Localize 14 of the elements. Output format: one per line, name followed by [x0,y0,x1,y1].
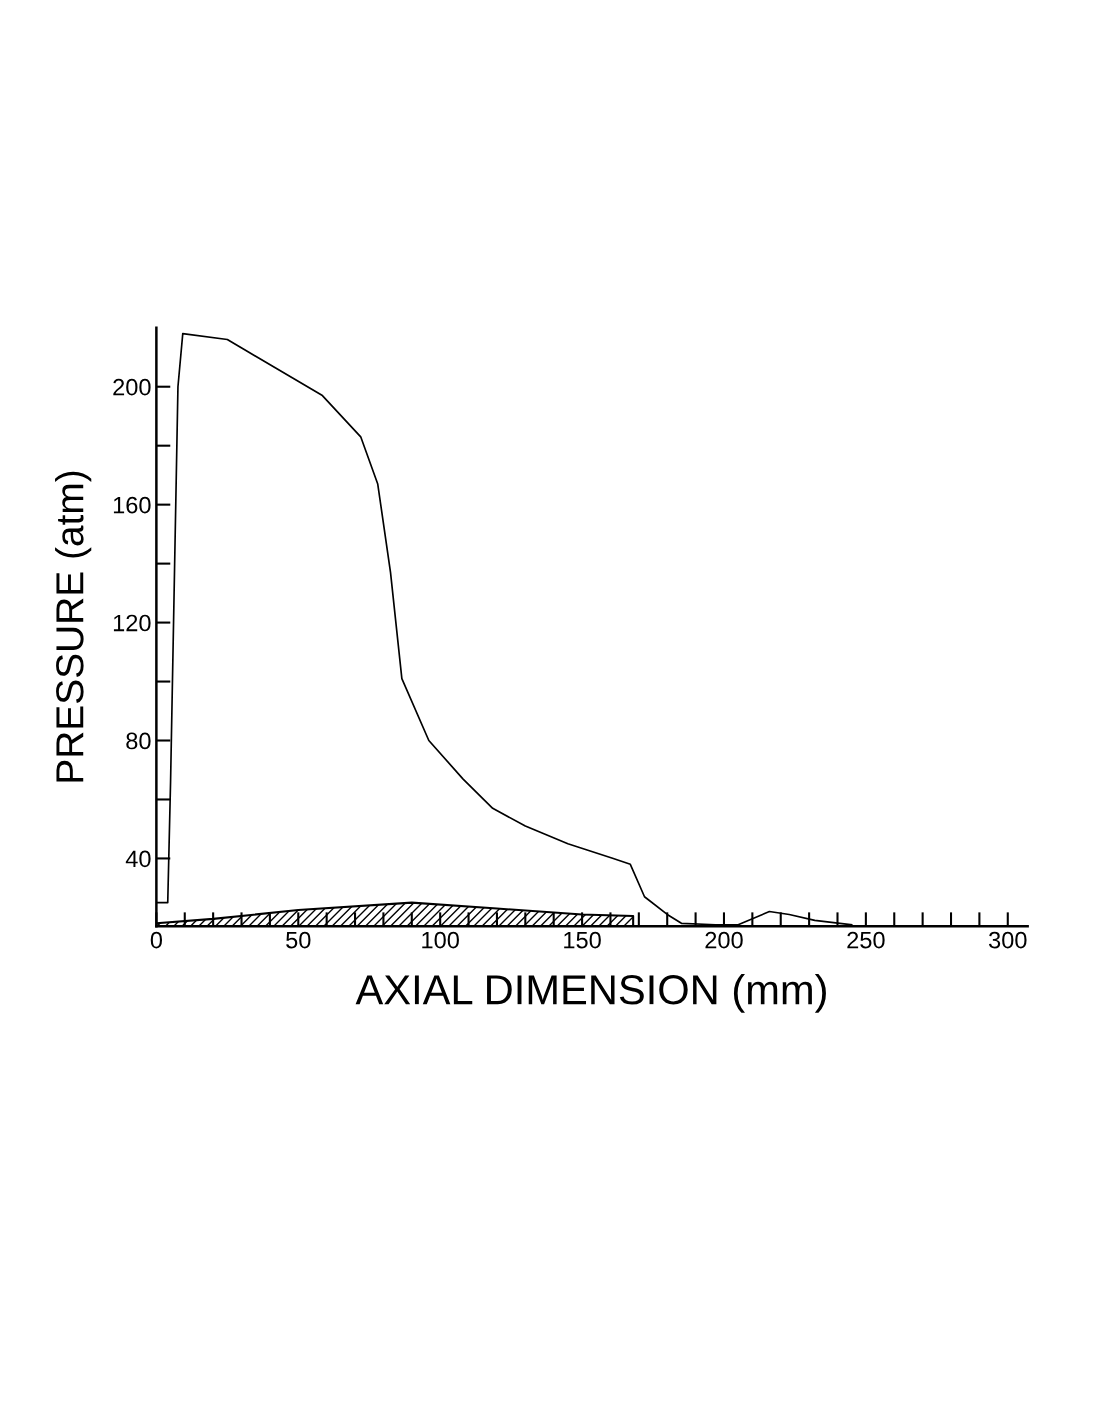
y-tick-label: 120 [113,614,151,632]
x-tick-label: 200 [705,931,743,949]
x-axis-title: AXIAL DIMENSION (mm) [355,973,826,1013]
x-tick-label: 0 [150,931,163,949]
y-tick-label: 160 [113,496,151,514]
y-tick-label: 40 [125,850,151,868]
x-tick-label: 100 [422,931,459,949]
y-tick-label: 200 [113,378,151,396]
y-axis-title: PRESSURE (atm) [55,471,92,782]
x-tick-label: 50 [286,931,311,949]
x-tick-label: 150 [564,931,601,949]
x-tick-label: 300 [988,931,1027,949]
y-tick-label: 80 [126,732,151,750]
x-tick-label: 250 [847,931,885,949]
